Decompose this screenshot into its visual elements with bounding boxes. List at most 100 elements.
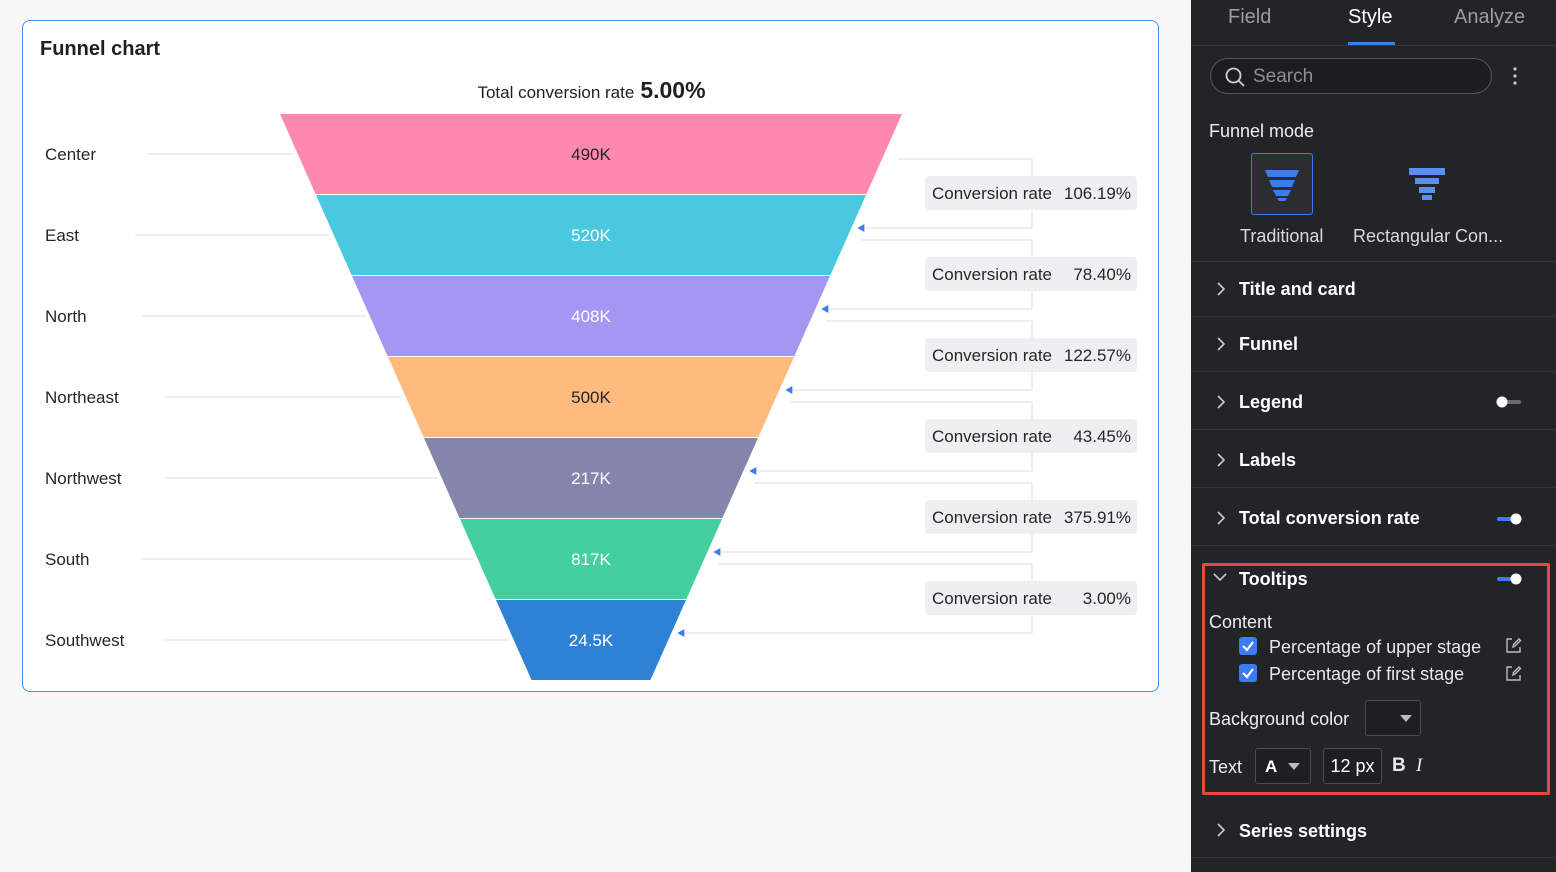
conversion-arrow [785, 386, 793, 394]
stage-value-label: 500K [571, 388, 611, 407]
funnel-stage [352, 276, 830, 356]
conversion-rate-value: 78.40% [1073, 265, 1131, 284]
panel-tabs: Field Style Analyze [1191, 0, 1556, 46]
funnel-stage [424, 438, 758, 518]
conversion-rate-label: Conversion rate [932, 589, 1052, 608]
rectangular-mode-label: Rectangular Con... [1353, 226, 1504, 246]
total-conversion-rate-toggle[interactable] [1495, 513, 1523, 525]
edit-icon[interactable] [1505, 665, 1522, 682]
section-legend[interactable]: Legend [1239, 392, 1304, 412]
conversion-rate-label: Conversion rate [932, 184, 1052, 203]
chevron-down-icon[interactable] [1213, 571, 1227, 583]
section-funnel[interactable]: Funnel [1239, 334, 1298, 354]
stage-value-label: 408K [571, 307, 611, 326]
first-stage-label: Percentage of first stage [1269, 664, 1465, 684]
section-tooltips[interactable]: Tooltips [1239, 569, 1308, 589]
tab-analyze[interactable]: Analyze [1454, 6, 1526, 28]
conversion-arrow [713, 548, 721, 556]
category-label: Center [45, 145, 96, 164]
conversion-rate-box [925, 419, 1137, 453]
conversion-rate-box [925, 257, 1137, 291]
caret-down-icon [1288, 763, 1300, 770]
tab-style[interactable]: Style [1348, 6, 1393, 28]
background-color-picker[interactable] [1365, 700, 1421, 736]
chevron-right-icon[interactable] [1215, 395, 1227, 409]
conversion-arrow [677, 629, 685, 637]
section-total-conversion-rate[interactable]: Total conversion rate [1239, 508, 1420, 528]
search-icon [1225, 67, 1245, 87]
style-panel: Field Style Analyze Funnel mode Traditio… [1191, 0, 1556, 872]
edit-icon[interactable] [1505, 637, 1522, 654]
stage-value-label: 24.5K [569, 631, 614, 650]
conversion-rate-box [925, 338, 1137, 372]
divider [1191, 487, 1556, 488]
category-label: Northwest [45, 469, 122, 488]
rectangular-conversion-mode-button[interactable] [1407, 166, 1447, 202]
funnel-stage [280, 114, 902, 194]
funnel-stage [460, 519, 722, 599]
search-input[interactable] [1253, 64, 1483, 90]
font-color-letter: A [1265, 757, 1278, 776]
stage-value-label: 817K [571, 550, 611, 569]
upper-stage-label: Percentage of upper stage [1269, 637, 1482, 657]
first-stage-checkbox[interactable] [1239, 664, 1257, 682]
tooltips-highlight-box [1202, 563, 1550, 795]
category-label: Southwest [45, 631, 125, 650]
funnel-stage [316, 195, 866, 275]
chevron-right-icon[interactable] [1215, 823, 1227, 837]
italic-button[interactable]: I [1416, 755, 1423, 776]
conversion-rate-value: 375.91% [1064, 508, 1131, 527]
font-size-input[interactable]: 12 px [1323, 748, 1382, 784]
total-conversion-rate-label: Total conversion rate [477, 83, 635, 102]
tooltips-content-label: Content [1209, 612, 1273, 632]
conversion-arrow [821, 305, 829, 313]
checkmark-icon [1242, 641, 1254, 652]
stage-value-label: 490K [571, 145, 611, 164]
divider [1191, 261, 1556, 262]
divider [1191, 316, 1556, 317]
funnel-stage [496, 600, 686, 680]
font-color-select[interactable]: A [1255, 748, 1311, 784]
divider [1191, 371, 1556, 372]
section-title-and-card[interactable]: Title and card [1239, 279, 1356, 299]
funnel-stage [388, 357, 794, 437]
chevron-right-icon[interactable] [1215, 282, 1227, 296]
traditional-mode-label: Traditional [1240, 226, 1324, 246]
conversion-rate-box [925, 176, 1137, 210]
total-conversion-rate-value: 5.00% [640, 77, 706, 103]
funnel-chart: Center 490K East 520K North 408K Northeast 500K… [45, 114, 1137, 680]
more-options-icon[interactable] [1509, 62, 1521, 90]
conversion-rate-label: Conversion rate [932, 265, 1052, 284]
conversion-rate-box [925, 500, 1137, 534]
active-tab-indicator [1348, 42, 1395, 45]
divider [1191, 429, 1556, 430]
conversion-arrow [857, 224, 865, 232]
chevron-right-icon[interactable] [1215, 453, 1227, 467]
section-labels[interactable]: Labels [1239, 450, 1297, 470]
conversion-arrow [749, 467, 757, 475]
funnel-mode-label: Funnel mode [1209, 121, 1315, 141]
conversion-rate-value: 3.00% [1083, 589, 1131, 608]
tooltips-toggle[interactable] [1495, 573, 1523, 585]
conversion-rate-value: 122.57% [1064, 346, 1131, 365]
chevron-right-icon[interactable] [1215, 337, 1227, 351]
divider [1191, 545, 1556, 546]
bold-button[interactable]: B [1392, 755, 1406, 776]
color-swatch [1373, 709, 1393, 727]
background-color-label: Background color [1209, 709, 1350, 729]
conversion-rate-label: Conversion rate [932, 508, 1052, 527]
search-box[interactable] [1210, 58, 1492, 94]
chevron-right-icon[interactable] [1215, 511, 1227, 525]
text-label: Text [1209, 757, 1243, 777]
upper-stage-checkbox[interactable] [1239, 637, 1257, 655]
category-label: East [45, 226, 79, 245]
conversion-rate-box [925, 581, 1137, 615]
stage-value-label: 520K [571, 226, 611, 245]
traditional-funnel-icon [1265, 170, 1299, 201]
legend-toggle[interactable] [1495, 396, 1523, 408]
category-label: North [45, 307, 87, 326]
traditional-mode-button[interactable] [1251, 153, 1313, 215]
chart-card[interactable]: Funnel chart Total conversion rate 5.00% … [22, 20, 1159, 692]
section-series-settings[interactable]: Series settings [1239, 821, 1368, 841]
tab-field[interactable]: Field [1228, 6, 1272, 28]
